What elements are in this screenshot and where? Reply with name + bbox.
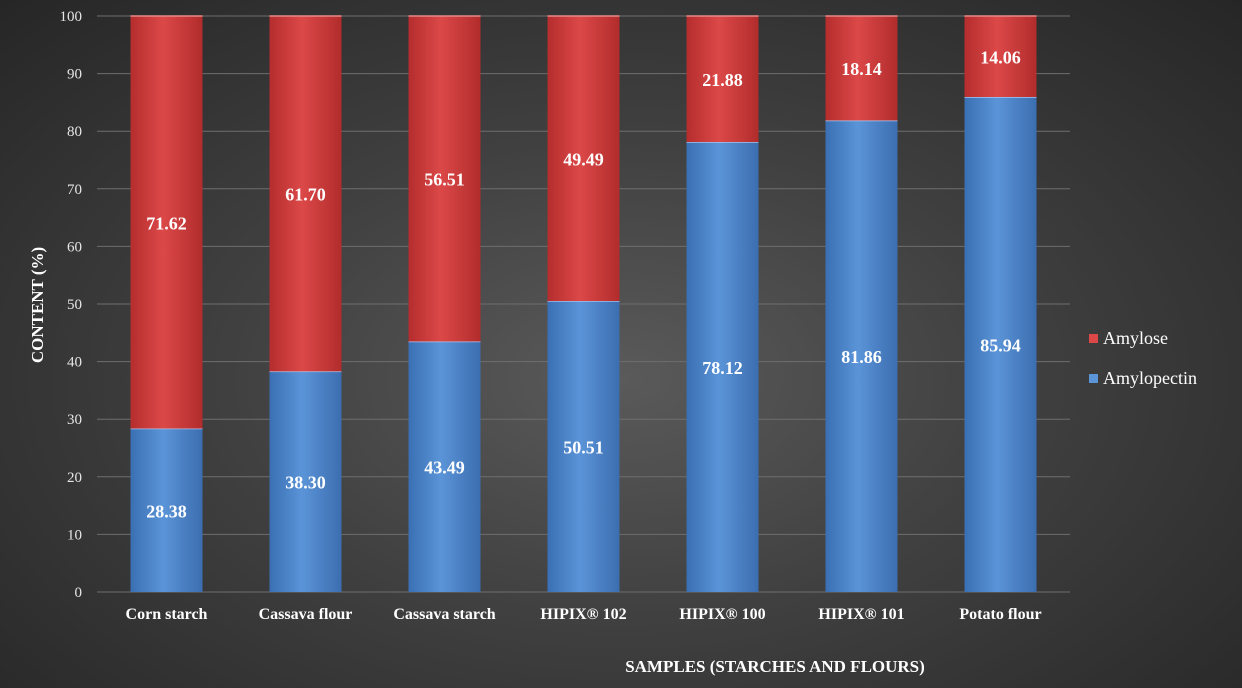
bars [130,15,1037,593]
x-tick-label: HIPIX® 101 [818,606,904,623]
data-label-amylopectin: 38.30 [285,473,326,493]
data-label-amylose: 56.51 [424,170,465,190]
legend: Amylose Amylopectin [1089,328,1197,388]
bar-amylopectin [269,371,342,592]
data-label-amylose: 61.70 [285,185,326,205]
data-labels: 28.38 71.62 38.30 61.70 43.49 56.51 50.51 49.49… [146,47,1021,521]
x-axis-title: SAMPLES (STARCHES AND FLOURS) [625,657,925,676]
x-tick-label: HIPIX® 102 [540,606,626,623]
data-label-amylopectin: 43.49 [424,458,465,478]
bar-amylose [686,16,759,143]
y-tick-label: 0 [75,585,83,601]
y-axis-title: CONTENT (%) [28,247,47,363]
bar-amylose [269,16,342,372]
legend-label-amylopectin: Amylopectin [1103,368,1197,388]
x-tick-label: HIPIX® 100 [679,606,765,623]
bar-amylopectin [547,301,620,592]
y-tick-label: 50 [67,297,82,313]
bar-amylopectin [825,120,898,593]
x-tick-label: Potato flour [959,606,1041,623]
y-tick-label: 60 [67,239,82,255]
data-label-amylopectin: 50.51 [563,438,604,458]
data-label-amylopectin: 85.94 [980,335,1021,355]
y-tick-label: 30 [67,412,82,428]
bar-amylopectin [964,96,1037,593]
x-tick-label: Cassava flour [259,606,353,623]
bar-amylose [964,16,1037,97]
bar-amylopectin [130,428,203,592]
legend-swatch-amylopectin [1089,374,1098,383]
data-label-amylose: 49.49 [563,150,604,170]
bar-amylopectin [408,341,481,592]
x-tick-label: Corn starch [126,606,208,623]
data-label-amylopectin: 78.12 [702,358,743,378]
y-tick-label: 10 [67,527,82,543]
legend-swatch-amylose [1089,334,1098,343]
data-label-amylose: 21.88 [702,70,743,90]
legend-label-amylose: Amylose [1103,328,1168,348]
y-tick-label: 20 [67,470,82,486]
x-axis-ticks: Corn starch Cassava flour Cassava starch HI… [126,606,1042,623]
y-axis-ticks: 0 10 20 30 40 50 60 70 80 90 100 [60,9,83,601]
data-label-amylose: 71.62 [146,213,187,233]
y-tick-label: 40 [67,355,82,371]
data-label-amylopectin: 81.86 [841,347,882,367]
data-label-amylopectin: 28.38 [146,501,187,521]
bar-amylose [408,16,481,342]
bar-amylopectin [686,142,759,592]
y-tick-label: 70 [67,182,82,198]
x-tick-label: Cassava starch [393,606,495,623]
bar-amylose [130,16,203,429]
y-tick-label: 100 [60,9,83,25]
bar-amylose [825,16,898,121]
bar-amylose [547,16,620,302]
data-label-amylose: 18.14 [841,59,882,79]
data-label-amylose: 14.06 [980,47,1021,67]
y-tick-label: 90 [67,67,82,83]
y-tick-label: 80 [67,124,82,140]
